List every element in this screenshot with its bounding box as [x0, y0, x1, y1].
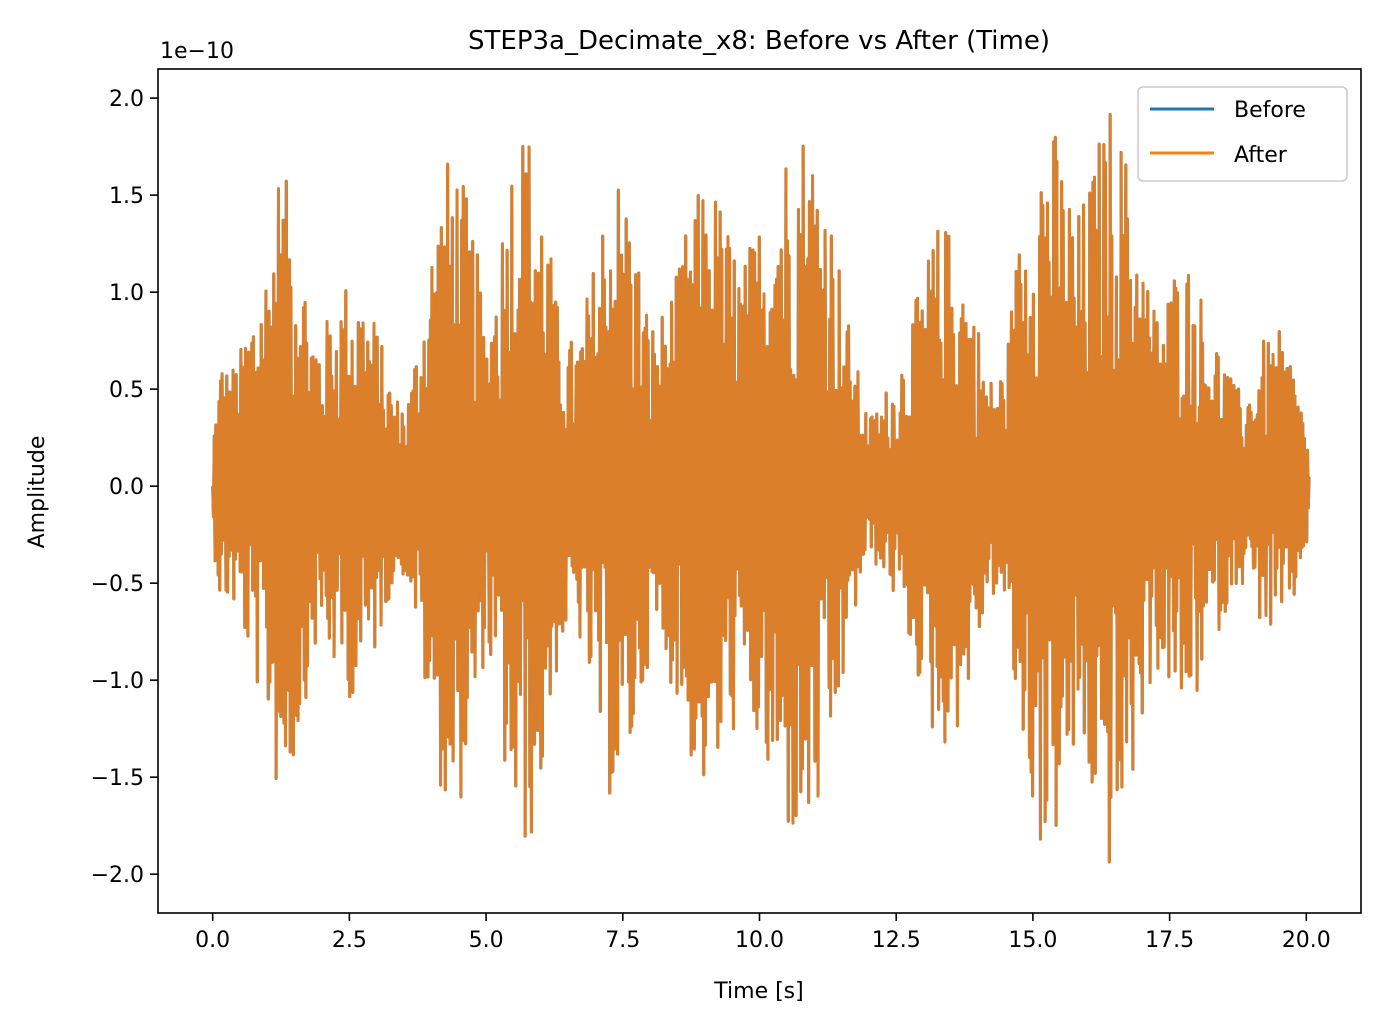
chart-title: STEP3a_Decimate_x8: Before vs After (Tim…	[468, 26, 1050, 56]
x-axis-label: Time [s]	[713, 979, 803, 1004]
x-tick-label: 17.5	[1145, 928, 1194, 953]
y-tick-label: 2.0	[109, 87, 144, 112]
x-tick-label: 7.5	[605, 928, 640, 953]
y-axis-label: Amplitude	[25, 436, 50, 549]
y-tick-label: 0.0	[109, 475, 144, 500]
x-tick-label: 10.0	[735, 928, 784, 953]
legend-label-before: Before	[1234, 98, 1306, 123]
y-tick-label: 0.5	[109, 378, 144, 403]
y-tick-label: 1.5	[109, 184, 144, 209]
y-tick-label: −2.0	[91, 863, 144, 888]
y-axis-ticks: −2.0 −1.5 −1.0 −0.5 0.0 0.5 1.0 1.5 2.0	[91, 87, 158, 888]
x-tick-label: 20.0	[1282, 928, 1331, 953]
series-after-line	[211, 112, 1311, 864]
y-tick-label: 1.0	[109, 281, 144, 306]
x-tick-label: 5.0	[469, 928, 504, 953]
y-offset-text: 1e−10	[160, 39, 234, 64]
series-layer	[211, 112, 1311, 864]
x-tick-label: 0.0	[195, 928, 230, 953]
y-tick-label: −1.0	[91, 669, 144, 694]
x-tick-label: 2.5	[332, 928, 367, 953]
y-tick-label: −1.5	[91, 766, 144, 791]
x-tick-label: 15.0	[1008, 928, 1057, 953]
x-axis-ticks: 0.0 2.5 5.0 7.5 10.0 12.5 15.0 17.5 20.0	[195, 913, 1331, 953]
legend: Before After	[1137, 86, 1348, 182]
x-tick-label: 12.5	[872, 928, 921, 953]
y-tick-label: −0.5	[91, 572, 144, 597]
legend-label-after: After	[1234, 143, 1288, 168]
